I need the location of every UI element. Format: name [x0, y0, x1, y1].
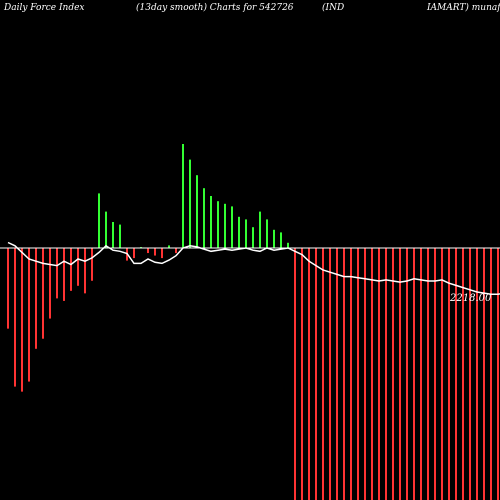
- bar: [231, 206, 233, 248]
- bar: [420, 248, 422, 500]
- bar: [35, 248, 37, 349]
- bar: [42, 248, 44, 339]
- bar: [182, 144, 184, 248]
- bar: [301, 248, 303, 500]
- bar: [210, 196, 212, 248]
- bar: [385, 248, 387, 500]
- header-part-3: (IND: [322, 2, 344, 13]
- bar: [189, 159, 191, 248]
- bar: [455, 248, 457, 500]
- bar: [462, 248, 464, 500]
- bar: [434, 248, 436, 500]
- bar: [252, 227, 254, 248]
- bar: [119, 224, 121, 248]
- bar: [175, 248, 177, 254]
- force-index-line: [7, 241, 500, 295]
- bar: [147, 248, 149, 254]
- bar: [112, 222, 114, 248]
- bar: [497, 248, 499, 500]
- bar: [273, 229, 275, 248]
- bar: [161, 248, 163, 259]
- bar: [378, 248, 380, 500]
- bar-series: [7, 144, 499, 500]
- bar: [245, 219, 247, 248]
- bar: [343, 248, 345, 500]
- bar: [266, 219, 268, 248]
- bar: [238, 216, 240, 248]
- bar: [196, 175, 198, 248]
- bar: [357, 248, 359, 500]
- bar: [308, 248, 310, 500]
- last-value-label: 2218.00: [449, 293, 492, 304]
- bar: [49, 248, 51, 319]
- bar: [28, 248, 30, 382]
- bar: [224, 203, 226, 248]
- bar: [63, 248, 65, 301]
- bar: [21, 248, 23, 392]
- bar: [476, 248, 478, 500]
- bar: [399, 248, 401, 500]
- bar: [84, 248, 86, 294]
- bar: [280, 232, 282, 248]
- bar: [350, 248, 352, 500]
- bar: [448, 248, 450, 500]
- header-part-4: IAMART) munafasutra.com: [426, 2, 500, 13]
- header-part-1: Daily Force Index: [3, 3, 85, 13]
- bar: [329, 248, 331, 500]
- bar: [203, 188, 205, 248]
- bar: [56, 248, 58, 299]
- bar: [133, 248, 135, 259]
- bar: [14, 248, 16, 387]
- bar: [105, 211, 107, 248]
- bar: [91, 248, 93, 281]
- bar: [154, 248, 156, 256]
- bar: [490, 248, 492, 500]
- bar: [427, 248, 429, 500]
- bar: [294, 248, 296, 500]
- bar: [469, 248, 471, 500]
- bar: [483, 248, 485, 500]
- bar: [315, 248, 317, 500]
- header-part-2: (13day smooth) Charts for 542726: [136, 2, 294, 13]
- bar: [336, 248, 338, 500]
- bar: [77, 248, 79, 286]
- bar: [322, 248, 324, 500]
- bar: [7, 248, 9, 329]
- bar: [364, 248, 366, 500]
- bar: [406, 248, 408, 500]
- bar: [168, 245, 170, 248]
- bar: [70, 248, 72, 291]
- bar: [98, 193, 100, 248]
- bar: [392, 248, 394, 500]
- bar: [217, 201, 219, 248]
- bar: [287, 242, 289, 248]
- bar: [259, 211, 261, 248]
- bar: [413, 248, 415, 500]
- bar: [441, 248, 443, 500]
- bar: [371, 248, 373, 500]
